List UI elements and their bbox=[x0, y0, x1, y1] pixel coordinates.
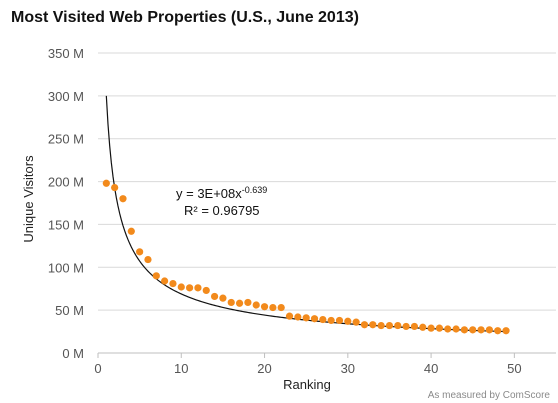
data-point bbox=[277, 303, 285, 312]
data-point bbox=[369, 321, 377, 329]
data-point bbox=[186, 284, 194, 292]
data-point bbox=[310, 315, 319, 323]
data-point bbox=[127, 227, 135, 235]
x-tick-label: 0 bbox=[94, 361, 101, 376]
y-axis-title: Unique Visitors bbox=[21, 155, 36, 243]
y-tick-label: 0 M bbox=[62, 346, 84, 361]
data-point bbox=[111, 183, 119, 192]
trendline-equation: y = 3E+08x-0.639 bbox=[176, 185, 267, 201]
y-tick-label: 300 M bbox=[48, 89, 84, 104]
data-point bbox=[302, 314, 310, 322]
data-point bbox=[394, 321, 402, 330]
data-point bbox=[294, 313, 302, 321]
data-point bbox=[102, 179, 110, 187]
data-point bbox=[136, 248, 144, 256]
data-point bbox=[327, 316, 335, 325]
data-point bbox=[469, 326, 477, 334]
y-tick-label: 200 M bbox=[48, 175, 84, 190]
data-point bbox=[235, 299, 244, 307]
x-tick-label: 20 bbox=[257, 361, 271, 376]
data-point bbox=[260, 303, 269, 311]
data-point bbox=[477, 326, 485, 334]
data-point bbox=[219, 294, 227, 302]
data-point bbox=[285, 312, 294, 320]
data-point bbox=[161, 277, 169, 285]
x-tick-label: 30 bbox=[341, 361, 355, 376]
data-point bbox=[169, 279, 177, 288]
x-tick-label: 50 bbox=[507, 361, 521, 376]
data-points bbox=[102, 179, 510, 335]
r-squared-label: R² = 0.96795 bbox=[184, 203, 260, 218]
axes bbox=[97, 352, 556, 358]
data-point bbox=[402, 322, 410, 331]
data-point bbox=[444, 325, 452, 333]
data-point bbox=[152, 272, 160, 280]
data-point bbox=[144, 255, 152, 264]
data-point bbox=[452, 325, 460, 333]
y-tick-label: 50 M bbox=[55, 303, 84, 318]
data-point bbox=[269, 303, 277, 312]
data-point bbox=[344, 317, 352, 325]
x-tick-label: 40 bbox=[424, 361, 438, 376]
data-point bbox=[360, 321, 369, 329]
y-tick-label: 350 M bbox=[48, 46, 84, 61]
data-point bbox=[177, 283, 185, 291]
data-point bbox=[377, 321, 385, 330]
chart-title: Most Visited Web Properties (U.S., June … bbox=[11, 9, 359, 26]
data-point bbox=[385, 321, 394, 330]
data-point bbox=[419, 323, 427, 331]
data-point bbox=[435, 324, 444, 332]
source-note: As measured by ComScore bbox=[428, 390, 551, 401]
data-point bbox=[427, 324, 435, 332]
y-tick-label: 250 M bbox=[48, 132, 84, 147]
y-axis-tick-labels: 0 M 50 M 100 M 150 M 200 M 250 M 300 M 350 M bbox=[48, 46, 84, 361]
data-point bbox=[494, 327, 502, 335]
y-tick-label: 150 M bbox=[48, 217, 84, 232]
data-point bbox=[194, 284, 202, 292]
data-point bbox=[202, 286, 210, 295]
data-point bbox=[335, 316, 344, 325]
x-tick-label: 10 bbox=[174, 361, 188, 376]
grid-lines bbox=[98, 52, 556, 311]
x-axis-title: Ranking bbox=[283, 377, 331, 392]
x-axis-tick-labels: 0 10 20 30 40 50 bbox=[94, 361, 521, 376]
equation-base: y = 3E+08x bbox=[176, 186, 242, 201]
data-point bbox=[319, 315, 327, 324]
data-point bbox=[244, 298, 252, 307]
equation-exponent: -0.639 bbox=[242, 185, 268, 195]
data-point bbox=[352, 318, 360, 326]
power-trendline bbox=[105, 95, 507, 333]
data-point bbox=[460, 326, 468, 334]
y-tick-label: 100 M bbox=[48, 260, 84, 275]
data-point bbox=[210, 292, 219, 301]
data-point bbox=[227, 298, 235, 307]
data-point bbox=[119, 195, 127, 203]
data-point bbox=[252, 301, 260, 309]
data-point bbox=[410, 322, 419, 331]
data-point bbox=[502, 327, 510, 335]
data-point bbox=[485, 326, 493, 334]
